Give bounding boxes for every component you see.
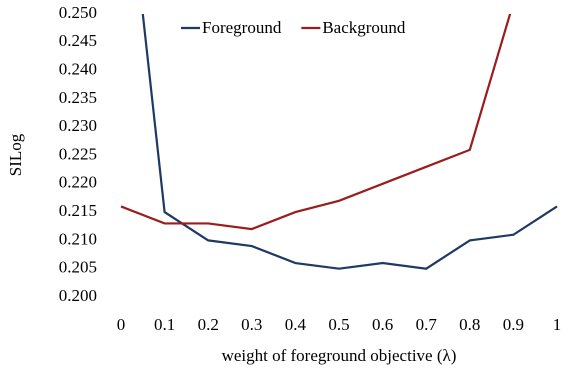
x-tick-label: 0.9 (503, 315, 524, 334)
y-tick-label: 0.245 (59, 31, 97, 50)
y-tick-label: 0.235 (59, 88, 97, 107)
y-tick-label: 0.215 (59, 201, 97, 220)
x-tick-label: 0.3 (241, 315, 262, 334)
y-tick-label: 0.250 (59, 3, 97, 22)
series-line (141, 14, 558, 270)
x-tick-label: 0.6 (372, 315, 393, 334)
x-tick-label: 0.5 (328, 315, 349, 334)
x-tick-label: 0 (117, 315, 126, 334)
x-tick-label: 0.7 (416, 315, 438, 334)
y-tick-label: 0.230 (59, 116, 97, 135)
y-tick-label: 0.240 (59, 60, 97, 79)
x-tick-label: 0.4 (285, 315, 307, 334)
x-tick-label: 1 (553, 315, 562, 334)
plot-area (120, 14, 558, 270)
y-tick-label: 0.225 (59, 144, 97, 163)
legend-label: Foreground (202, 18, 282, 37)
y-axis-title: SILog (6, 133, 25, 176)
series-line (120, 14, 512, 231)
y-tick-label: 0.220 (59, 173, 97, 192)
y-tick-label: 0.205 (59, 258, 97, 277)
legend-label: Background (322, 18, 406, 37)
y-tick-label: 0.210 (59, 229, 97, 248)
x-axis-title: weight of foreground objective (λ) (222, 346, 457, 365)
x-tick-label: 0.8 (459, 315, 480, 334)
x-tick-label: 0.1 (154, 315, 175, 334)
x-tick-label: 0.2 (198, 315, 219, 334)
y-tick-label: 0.200 (59, 286, 97, 305)
